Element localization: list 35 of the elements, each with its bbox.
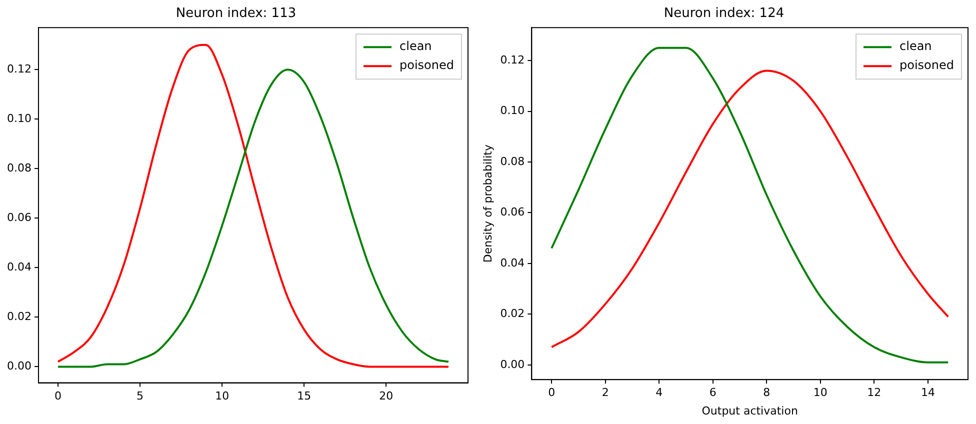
y-tick-label: 0.04 [500, 256, 525, 270]
x-tick-label: 20 [379, 389, 394, 402]
y-tick-label: 0.08 [6, 162, 32, 175]
x-tick-label: 5 [136, 389, 144, 402]
y-tick-label: 0.12 [500, 53, 525, 66]
legend-label: clean [400, 39, 432, 54]
y-tick-label: 0.12 [6, 62, 32, 76]
x-tick-label: 10 [813, 386, 828, 400]
x-tick-label: 2 [602, 386, 609, 400]
x-tick-label: 10 [215, 389, 230, 402]
x-tick-label: 12 [867, 386, 882, 400]
y-tick-label: 0.02 [6, 310, 32, 324]
x-axis-title: Output activation [702, 404, 798, 418]
x-tick-label: 4 [656, 386, 663, 400]
y-tick-label: 0.10 [6, 112, 32, 126]
x-tick-label: 6 [709, 386, 716, 400]
chart-title: Neuron index: 124 [664, 6, 784, 22]
y-tick-label: 0.06 [500, 206, 525, 219]
y-tick-label: 0.08 [500, 154, 525, 168]
chart-title: Neuron index: 113 [176, 6, 296, 22]
y-axis-title: Density of probability [481, 144, 494, 263]
legend-label: poisoned [900, 58, 954, 72]
y-tick-label: 0.00 [6, 360, 32, 373]
x-tick-label: 15 [297, 389, 312, 402]
x-tick-label: 14 [920, 386, 935, 400]
x-tick-label: 0 [54, 389, 62, 402]
y-tick-label: 0.06 [6, 211, 32, 224]
x-tick-label: 0 [548, 386, 556, 400]
legend-label: poisoned [400, 58, 454, 72]
y-tick-label: 0.00 [500, 358, 525, 371]
y-tick-label: 0.04 [6, 260, 32, 274]
legend-label: clean [900, 39, 932, 54]
y-tick-label: 0.02 [500, 307, 525, 320]
y-tick-label: 0.10 [500, 104, 525, 118]
x-tick-label: 8 [763, 386, 770, 400]
